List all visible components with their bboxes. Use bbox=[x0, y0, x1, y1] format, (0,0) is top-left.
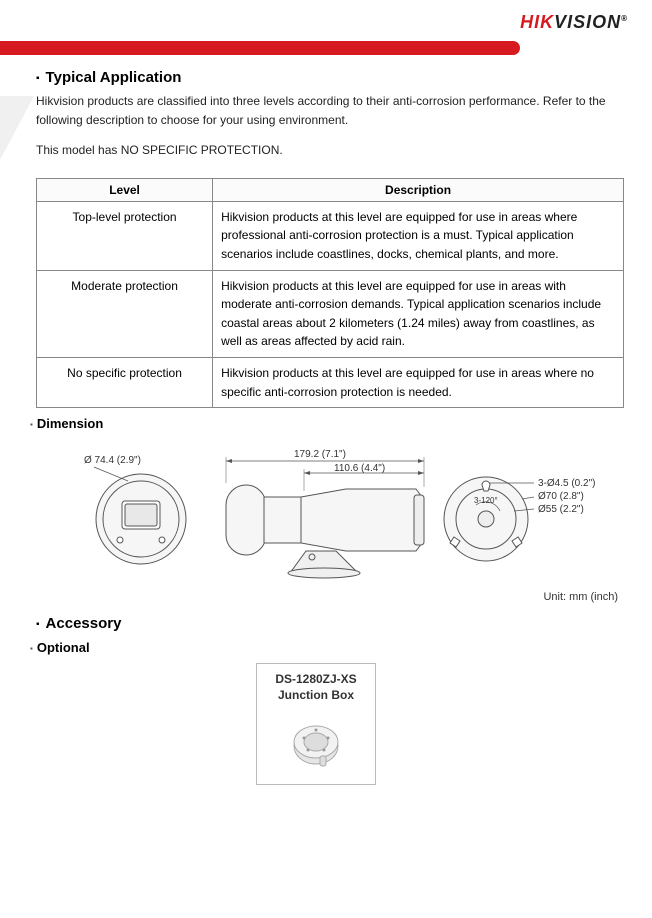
header: HIKVISION® bbox=[0, 0, 652, 41]
accessory-name: Junction Box bbox=[263, 688, 369, 702]
cell-desc: Hikvision products at this level are equ… bbox=[213, 201, 624, 270]
brand-logo: HIKVISION® bbox=[520, 12, 628, 33]
unit-label: Unit: mm (inch) bbox=[36, 589, 624, 605]
accessory-card: DS-1280ZJ-XS Junction Box bbox=[256, 663, 376, 785]
table-row: Top-level protection Hikvision products … bbox=[37, 201, 624, 270]
protection-table: Level Description Top-level protection H… bbox=[36, 178, 624, 408]
dim-length-full: 179.2 (7.1") bbox=[294, 449, 346, 460]
typical-application-heading: Typical Application bbox=[36, 69, 624, 86]
dimension-heading: Dimension bbox=[30, 416, 624, 431]
col-level-header: Level bbox=[37, 178, 213, 201]
dimension-diagram: Ø 74.4 (2.9") 179.2 (7 bbox=[36, 439, 624, 605]
table-row: No specific protection Hikvision product… bbox=[37, 357, 624, 407]
accessory-heading: Accessory bbox=[36, 615, 624, 632]
cell-desc: Hikvision products at this level are equ… bbox=[213, 270, 624, 357]
red-accent-bar bbox=[0, 41, 520, 55]
dim-length-body: 110.6 (4.4") bbox=[334, 463, 385, 474]
dim-hole: 3-Ø4.5 (0.2") bbox=[538, 478, 595, 489]
cell-level: Moderate protection bbox=[37, 270, 213, 357]
junction-box-icon bbox=[286, 720, 346, 770]
accessory-model: DS-1280ZJ-XS bbox=[263, 672, 369, 686]
dim-back-outer: Ø70 (2.8") bbox=[538, 491, 584, 502]
optional-heading: Optional bbox=[30, 640, 624, 655]
typical-note-text: This model has NO SPECIFIC PROTECTION. bbox=[36, 141, 624, 160]
cell-desc: Hikvision products at this level are equ… bbox=[213, 357, 624, 407]
logo-part1: HIK bbox=[520, 12, 554, 32]
typical-intro-text: Hikvision products are classified into t… bbox=[36, 92, 624, 129]
cell-level: No specific protection bbox=[37, 357, 213, 407]
logo-part2: VISION bbox=[554, 12, 621, 32]
dim-back-inner: Ø55 (2.2") bbox=[538, 504, 584, 515]
cell-level: Top-level protection bbox=[37, 201, 213, 270]
table-row: Moderate protection Hikvision products a… bbox=[37, 270, 624, 357]
dim-angle: 3-120° bbox=[474, 496, 498, 505]
dim-front-dia: Ø 74.4 (2.9") bbox=[84, 455, 141, 466]
col-desc-header: Description bbox=[213, 178, 624, 201]
